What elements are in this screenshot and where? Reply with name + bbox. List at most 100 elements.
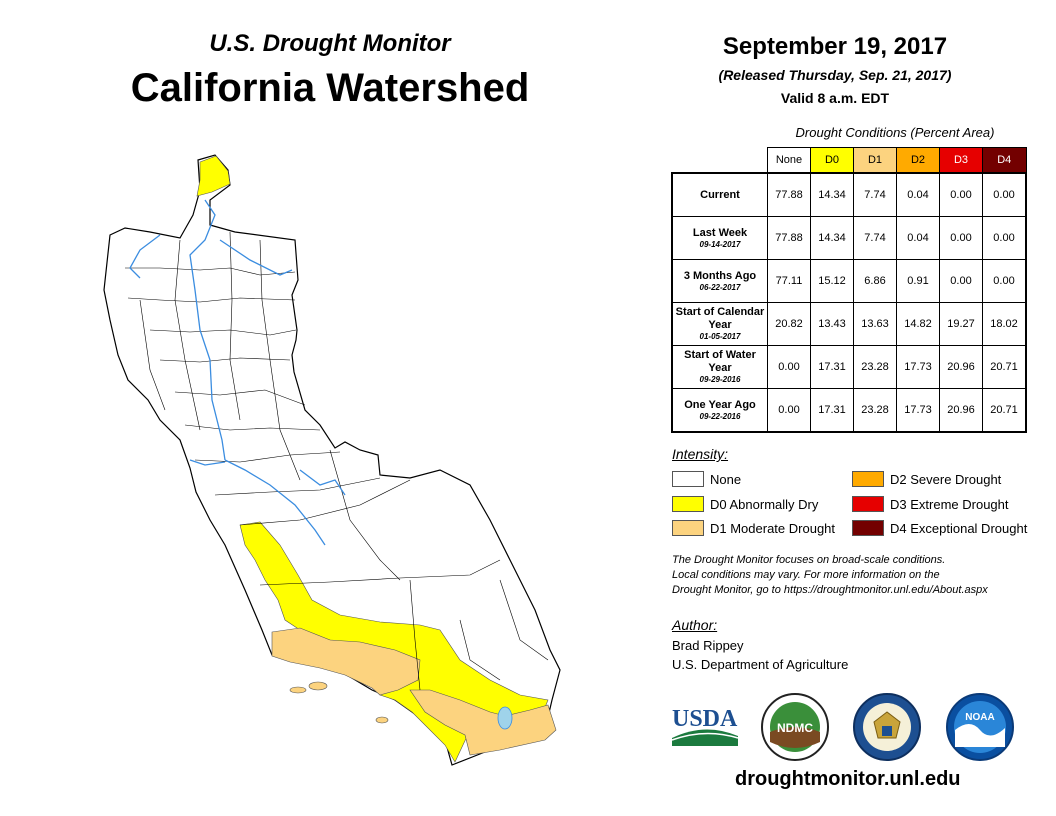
report-date: September 19, 2017 [722, 33, 948, 60]
legend-item-d2: D2 Severe Drought [852, 471, 1001, 487]
row-label: Start of Water Year 09-29-2016 [671, 345, 768, 389]
note-line: Local conditions may vary. For more info… [672, 569, 940, 581]
legend-swatch [852, 496, 884, 512]
info-note: The Drought Monitor focuses on broad-sca… [672, 553, 1042, 598]
california-watershed-map [103, 154, 561, 766]
legend-swatch [852, 471, 884, 487]
legend-label: D3 Extreme Drought [890, 496, 1009, 512]
table-cell: 0.00 [939, 216, 983, 260]
table-cell: 20.71 [982, 345, 1027, 389]
table-cell: 17.31 [810, 388, 854, 433]
note-line: The Drought Monitor focuses on broad-sca… [672, 554, 946, 566]
table-cell: 14.34 [810, 172, 854, 217]
legend-item-d1: D1 Moderate Drought [672, 520, 835, 536]
legend-label: D1 Moderate Drought [710, 520, 836, 536]
d1-area-coast [271, 627, 421, 696]
author-name: Brad Rippey [672, 638, 744, 653]
legend-swatch [672, 520, 704, 536]
col-header-d4: D4 [982, 147, 1027, 174]
table-cell: 0.00 [982, 172, 1027, 217]
table-cell: 20.71 [982, 388, 1027, 433]
legend-swatch [672, 496, 704, 512]
legend-item-none: None [672, 471, 741, 487]
note-line: Drought Monitor, go to https://droughtmo… [672, 584, 988, 596]
legend-item-d4: D4 Exceptional Drought [852, 520, 1027, 536]
table-cell: 0.00 [767, 345, 811, 389]
author-org: U.S. Department of Agriculture [672, 657, 849, 672]
table-cell: 23.28 [853, 388, 897, 433]
legend-swatch [672, 471, 704, 487]
table-header-row: None D0 D1 D2 D3 D4 [672, 147, 1027, 174]
table-cell: 0.04 [896, 216, 940, 260]
table-cell: 0.04 [896, 172, 940, 217]
legend-item-d3: D3 Extreme Drought [852, 496, 1009, 512]
table-row: 3 Months Ago 06-22-2017 77.11 15.12 6.86 … [671, 259, 1027, 303]
table-cell: 13.43 [810, 302, 854, 346]
table-cell: 77.11 [767, 259, 811, 303]
island [375, 716, 389, 724]
usda-logo-text: USDA [672, 706, 738, 732]
map-subtitle: U.S. Drought Monitor [209, 30, 451, 57]
table-row: Start of Water Year 09-29-2016 0.00 17.31… [671, 345, 1027, 389]
table-cell: 20.82 [767, 302, 811, 346]
footer-url[interactable]: droughtmonitor.unl.edu [735, 768, 961, 790]
table-cell: 13.63 [853, 302, 897, 346]
legend-label: D0 Abnormally Dry [710, 496, 819, 512]
table-cell: 0.00 [767, 388, 811, 433]
table-cell: 14.82 [896, 302, 940, 346]
basin-boundaries [125, 231, 549, 691]
table-row: One Year Ago 09-22-2016 0.00 17.31 23.28 … [671, 388, 1027, 433]
table-cell: 19.27 [939, 302, 983, 346]
table-cell: 77.88 [767, 172, 811, 217]
salton-sea [497, 706, 513, 730]
conditions-table: None D0 D1 D2 D3 D4 Current 77.88 14.34 … [671, 147, 1027, 433]
row-label: One Year Ago 09-22-2016 [671, 388, 768, 433]
table-cell: 7.74 [853, 172, 897, 217]
ndmc-logo: NDMC [761, 693, 829, 761]
table-cell: 0.00 [982, 259, 1027, 303]
row-label: Last Week 09-14-2017 [671, 216, 768, 260]
col-header-d2: D2 [896, 147, 940, 174]
table-cell: 17.31 [810, 345, 854, 389]
legend-label: D2 Severe Drought [890, 471, 1002, 487]
row-label: Current [671, 172, 768, 217]
table-cell: 20.96 [939, 388, 983, 433]
col-header-d3: D3 [939, 147, 983, 174]
noaa-logo: NOAA [946, 693, 1014, 761]
legend-label: None [710, 471, 742, 487]
author-label: Author: [672, 617, 718, 633]
table-cell: 17.73 [896, 345, 940, 389]
table-cell: 14.34 [810, 216, 854, 260]
table-cell: 20.96 [939, 345, 983, 389]
col-header-none: None [767, 147, 811, 174]
table-cell: 0.00 [939, 259, 983, 303]
table-cell: 0.91 [896, 259, 940, 303]
table-row: Start of Calendar Year 01-05-2017 20.82 1… [671, 302, 1027, 346]
header-blank [672, 148, 768, 174]
table-cell: 18.02 [982, 302, 1027, 346]
valid-time: Valid 8 a.m. EDT [780, 90, 890, 106]
legend-swatch [852, 520, 884, 536]
island [289, 686, 307, 694]
col-header-d0: D0 [810, 147, 854, 174]
table-cell: 7.74 [853, 216, 897, 260]
table-caption: Drought Conditions (Percent Area) [795, 125, 995, 140]
island [308, 681, 328, 691]
rivers [129, 199, 346, 546]
table-cell: 23.28 [853, 345, 897, 389]
map-title: California Watershed [130, 66, 530, 110]
table-cell: 6.86 [853, 259, 897, 303]
d0-area-north [196, 155, 231, 197]
ndmc-logo-text: NDMC [777, 721, 813, 735]
table-cell: 77.88 [767, 216, 811, 260]
table-cell: 0.00 [982, 216, 1027, 260]
table-row: Last Week 09-14-2017 77.88 14.34 7.74 0.0… [671, 216, 1027, 260]
row-label: 3 Months Ago 06-22-2017 [671, 259, 768, 303]
commerce-seal-icon [853, 693, 921, 761]
d1-area-southeast [409, 689, 557, 756]
usda-logo: USDA [671, 706, 739, 746]
legend-label: D4 Exceptional Drought [890, 520, 1028, 536]
col-header-d1: D1 [853, 147, 897, 174]
table-cell: 15.12 [810, 259, 854, 303]
legend-item-d0: D0 Abnormally Dry [672, 496, 818, 512]
